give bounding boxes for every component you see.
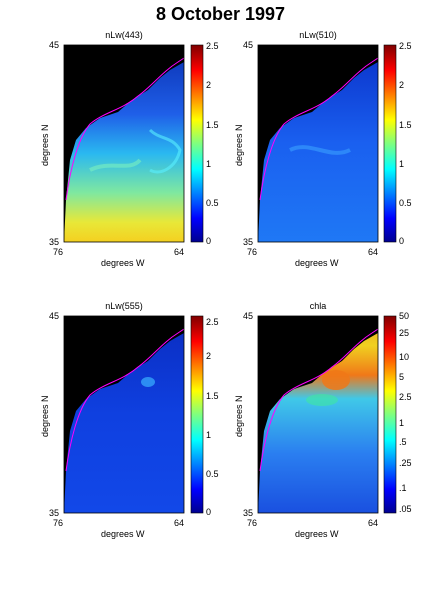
coastline — [65, 57, 184, 201]
panel-title: nLw(443) — [105, 30, 143, 40]
colorbar-tick: 1.5 — [399, 120, 412, 130]
y-axis-label: degrees N — [234, 124, 244, 166]
land-mask — [258, 316, 378, 513]
colorbar-tick: 10 — [399, 352, 410, 362]
colorbar-tick: 2 — [399, 80, 405, 90]
colorbar-tick: 1 — [206, 430, 212, 440]
colorbar-tick: 50 — [399, 311, 410, 321]
lon-right-label: 64 — [174, 518, 185, 528]
colorbar — [383, 44, 397, 243]
y-axis-label: degrees N — [234, 395, 244, 437]
colorbar-tick: 5 — [399, 372, 405, 382]
colorbar-tick: .1 — [399, 483, 407, 493]
map-frame — [257, 315, 379, 514]
coastline — [259, 328, 378, 472]
y-axis-label: degrees N — [40, 395, 50, 437]
colorbar — [383, 315, 397, 514]
colorbar-tick: 2 — [206, 351, 212, 361]
colorbar-tick: .25 — [399, 458, 412, 468]
coastline — [65, 328, 184, 472]
panel-title: nLw(510) — [299, 30, 337, 40]
colorbar-tick: 2.5 — [399, 392, 412, 402]
lat-bottom-label: 35 — [49, 237, 60, 247]
map-panel-1 — [63, 44, 204, 243]
map-frame — [257, 44, 379, 243]
lon-left-label: 76 — [53, 247, 64, 257]
colorbar — [190, 44, 204, 243]
colorbar-tick: 1.5 — [206, 120, 219, 130]
panel-title: nLw(555) — [105, 301, 143, 311]
map-frame — [63, 44, 185, 243]
colorbar-tick: 0 — [206, 507, 212, 517]
figure-title: 8 October 1997 — [155, 4, 286, 24]
colorbar-tick: .05 — [399, 504, 412, 514]
colorbar-tick: 1 — [399, 159, 405, 169]
panel-title: chla — [309, 301, 327, 311]
colorbar-tick: 2 — [206, 80, 212, 90]
coastline — [259, 57, 378, 201]
lon-right-label: 64 — [368, 247, 379, 257]
colorbar-tick: 0 — [399, 236, 405, 246]
land-mask — [258, 45, 378, 242]
map-panel-3 — [63, 315, 204, 514]
map-frame — [63, 315, 185, 514]
colorbar-tick: 0 — [206, 236, 212, 246]
lon-left-label: 76 — [247, 247, 258, 257]
lat-top-label: 45 — [243, 40, 254, 50]
colorbar-tick: 0.5 — [206, 198, 219, 208]
land-mask — [64, 45, 184, 242]
colorbar-tick: 2.5 — [399, 41, 412, 51]
colorbar-tick: 2.5 — [206, 317, 219, 327]
x-axis-label: degrees W — [101, 529, 145, 539]
colorbar-tick: 1 — [206, 159, 212, 169]
map-panel-2 — [257, 44, 397, 243]
lon-left-label: 76 — [247, 518, 258, 528]
lon-left-label: 76 — [53, 518, 64, 528]
colorbar-tick: 0.5 — [399, 198, 412, 208]
colorbar — [190, 315, 204, 514]
colorbar-tick: 0.5 — [206, 469, 219, 479]
colorbar-tick: 2.5 — [206, 41, 219, 51]
x-axis-label: degrees W — [295, 258, 339, 268]
x-axis-label: degrees W — [101, 258, 145, 268]
colorbar-tick: 1 — [399, 418, 405, 428]
map-panel-4 — [257, 315, 397, 514]
lat-top-label: 45 — [243, 311, 254, 321]
land-mask — [64, 316, 184, 513]
lat-bottom-label: 35 — [243, 237, 254, 247]
y-axis-label: degrees N — [40, 124, 50, 166]
colorbar-tick: .5 — [399, 437, 407, 447]
lat-top-label: 45 — [49, 40, 60, 50]
lat-bottom-label: 35 — [49, 508, 60, 518]
colorbar-tick: 1.5 — [206, 391, 219, 401]
x-axis-label: degrees W — [295, 529, 339, 539]
colorbar-tick: 25 — [399, 328, 410, 338]
lat-top-label: 45 — [49, 311, 60, 321]
lat-bottom-label: 35 — [243, 508, 254, 518]
lon-right-label: 64 — [174, 247, 185, 257]
lon-right-label: 64 — [368, 518, 379, 528]
